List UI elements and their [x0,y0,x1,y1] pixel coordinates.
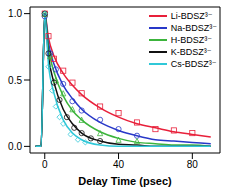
html-text:Li-BDSZ³⁻: Li-BDSZ³⁻ [170,11,213,21]
svg-text:0: 0 [42,159,48,170]
svg-text:0.0: 0.0 [8,141,22,152]
svg-text:80: 80 [187,159,199,170]
html-text:Na-BDSZ³⁻: Na-BDSZ³⁻ [170,23,217,33]
svg-text:Delay Time (psec): Delay Time (psec) [78,175,172,187]
html-text:H-BDSZ³⁻: H-BDSZ³⁻ [170,35,212,45]
svg-text:0.5: 0.5 [8,75,22,86]
html-text:Cs-BDSZ³⁻: Cs-BDSZ³⁻ [170,59,217,69]
html-text:K-BDSZ³⁻: K-BDSZ³⁻ [170,47,212,57]
svg-text:1.0: 1.0 [8,8,22,19]
svg-text:40: 40 [113,159,125,170]
